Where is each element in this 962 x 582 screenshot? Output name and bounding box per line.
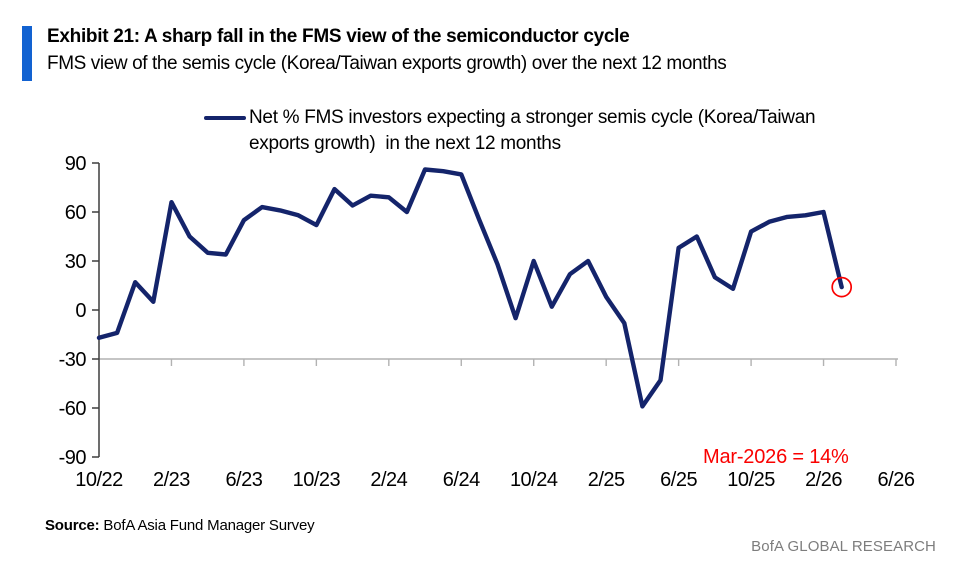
x-tick-label: 2/25 (588, 469, 625, 491)
y-tick-label: 60 (65, 202, 87, 224)
y-tick-label: -90 (59, 447, 87, 469)
chart-subtitle: FMS view of the semis cycle (Korea/Taiwa… (47, 53, 727, 74)
highlight-circle (831, 276, 853, 298)
y-tick-label: 90 (65, 153, 87, 175)
x-tick-label: 6/26 (878, 469, 915, 491)
exhibit-title: Exhibit 21: A sharp fall in the FMS view… (47, 26, 630, 47)
exhibit-accent-bar (22, 26, 32, 81)
legend-line-swatch (204, 116, 246, 120)
x-tick-label: 6/25 (660, 469, 697, 491)
legend-label-line1: Net % FMS investors expecting a stronger… (249, 107, 816, 128)
legend-label-line2: exports growth) in the next 12 months (249, 133, 561, 154)
x-tick-label: 6/24 (443, 469, 480, 491)
y-tick-label: -30 (59, 349, 87, 371)
x-tick-label: 2/26 (805, 469, 842, 491)
x-tick-label: 10/25 (727, 469, 775, 491)
brand-text: BofA GLOBAL RESEARCH (751, 538, 936, 555)
x-tick-label: 10/23 (293, 469, 341, 491)
series-line (96, 167, 844, 409)
source-label: Source: (45, 517, 100, 534)
y-tick-label: 30 (65, 251, 87, 273)
x-tick-label: 10/24 (510, 469, 558, 491)
source-note: Source: BofA Asia Fund Manager Survey (45, 517, 315, 534)
x-tick-label: 2/24 (370, 469, 407, 491)
x-tick-label: 2/23 (153, 469, 190, 491)
source-text: BofA Asia Fund Manager Survey (103, 517, 315, 534)
y-tick-label: 0 (75, 300, 86, 322)
y-tick-label: -60 (59, 398, 87, 420)
highlight-annotation: Mar-2026 = 14% (703, 446, 849, 468)
x-tick-label: 10/22 (75, 469, 123, 491)
legend: Net % FMS investors expecting a stronger… (249, 105, 816, 157)
x-tick-label: 6/23 (225, 469, 262, 491)
